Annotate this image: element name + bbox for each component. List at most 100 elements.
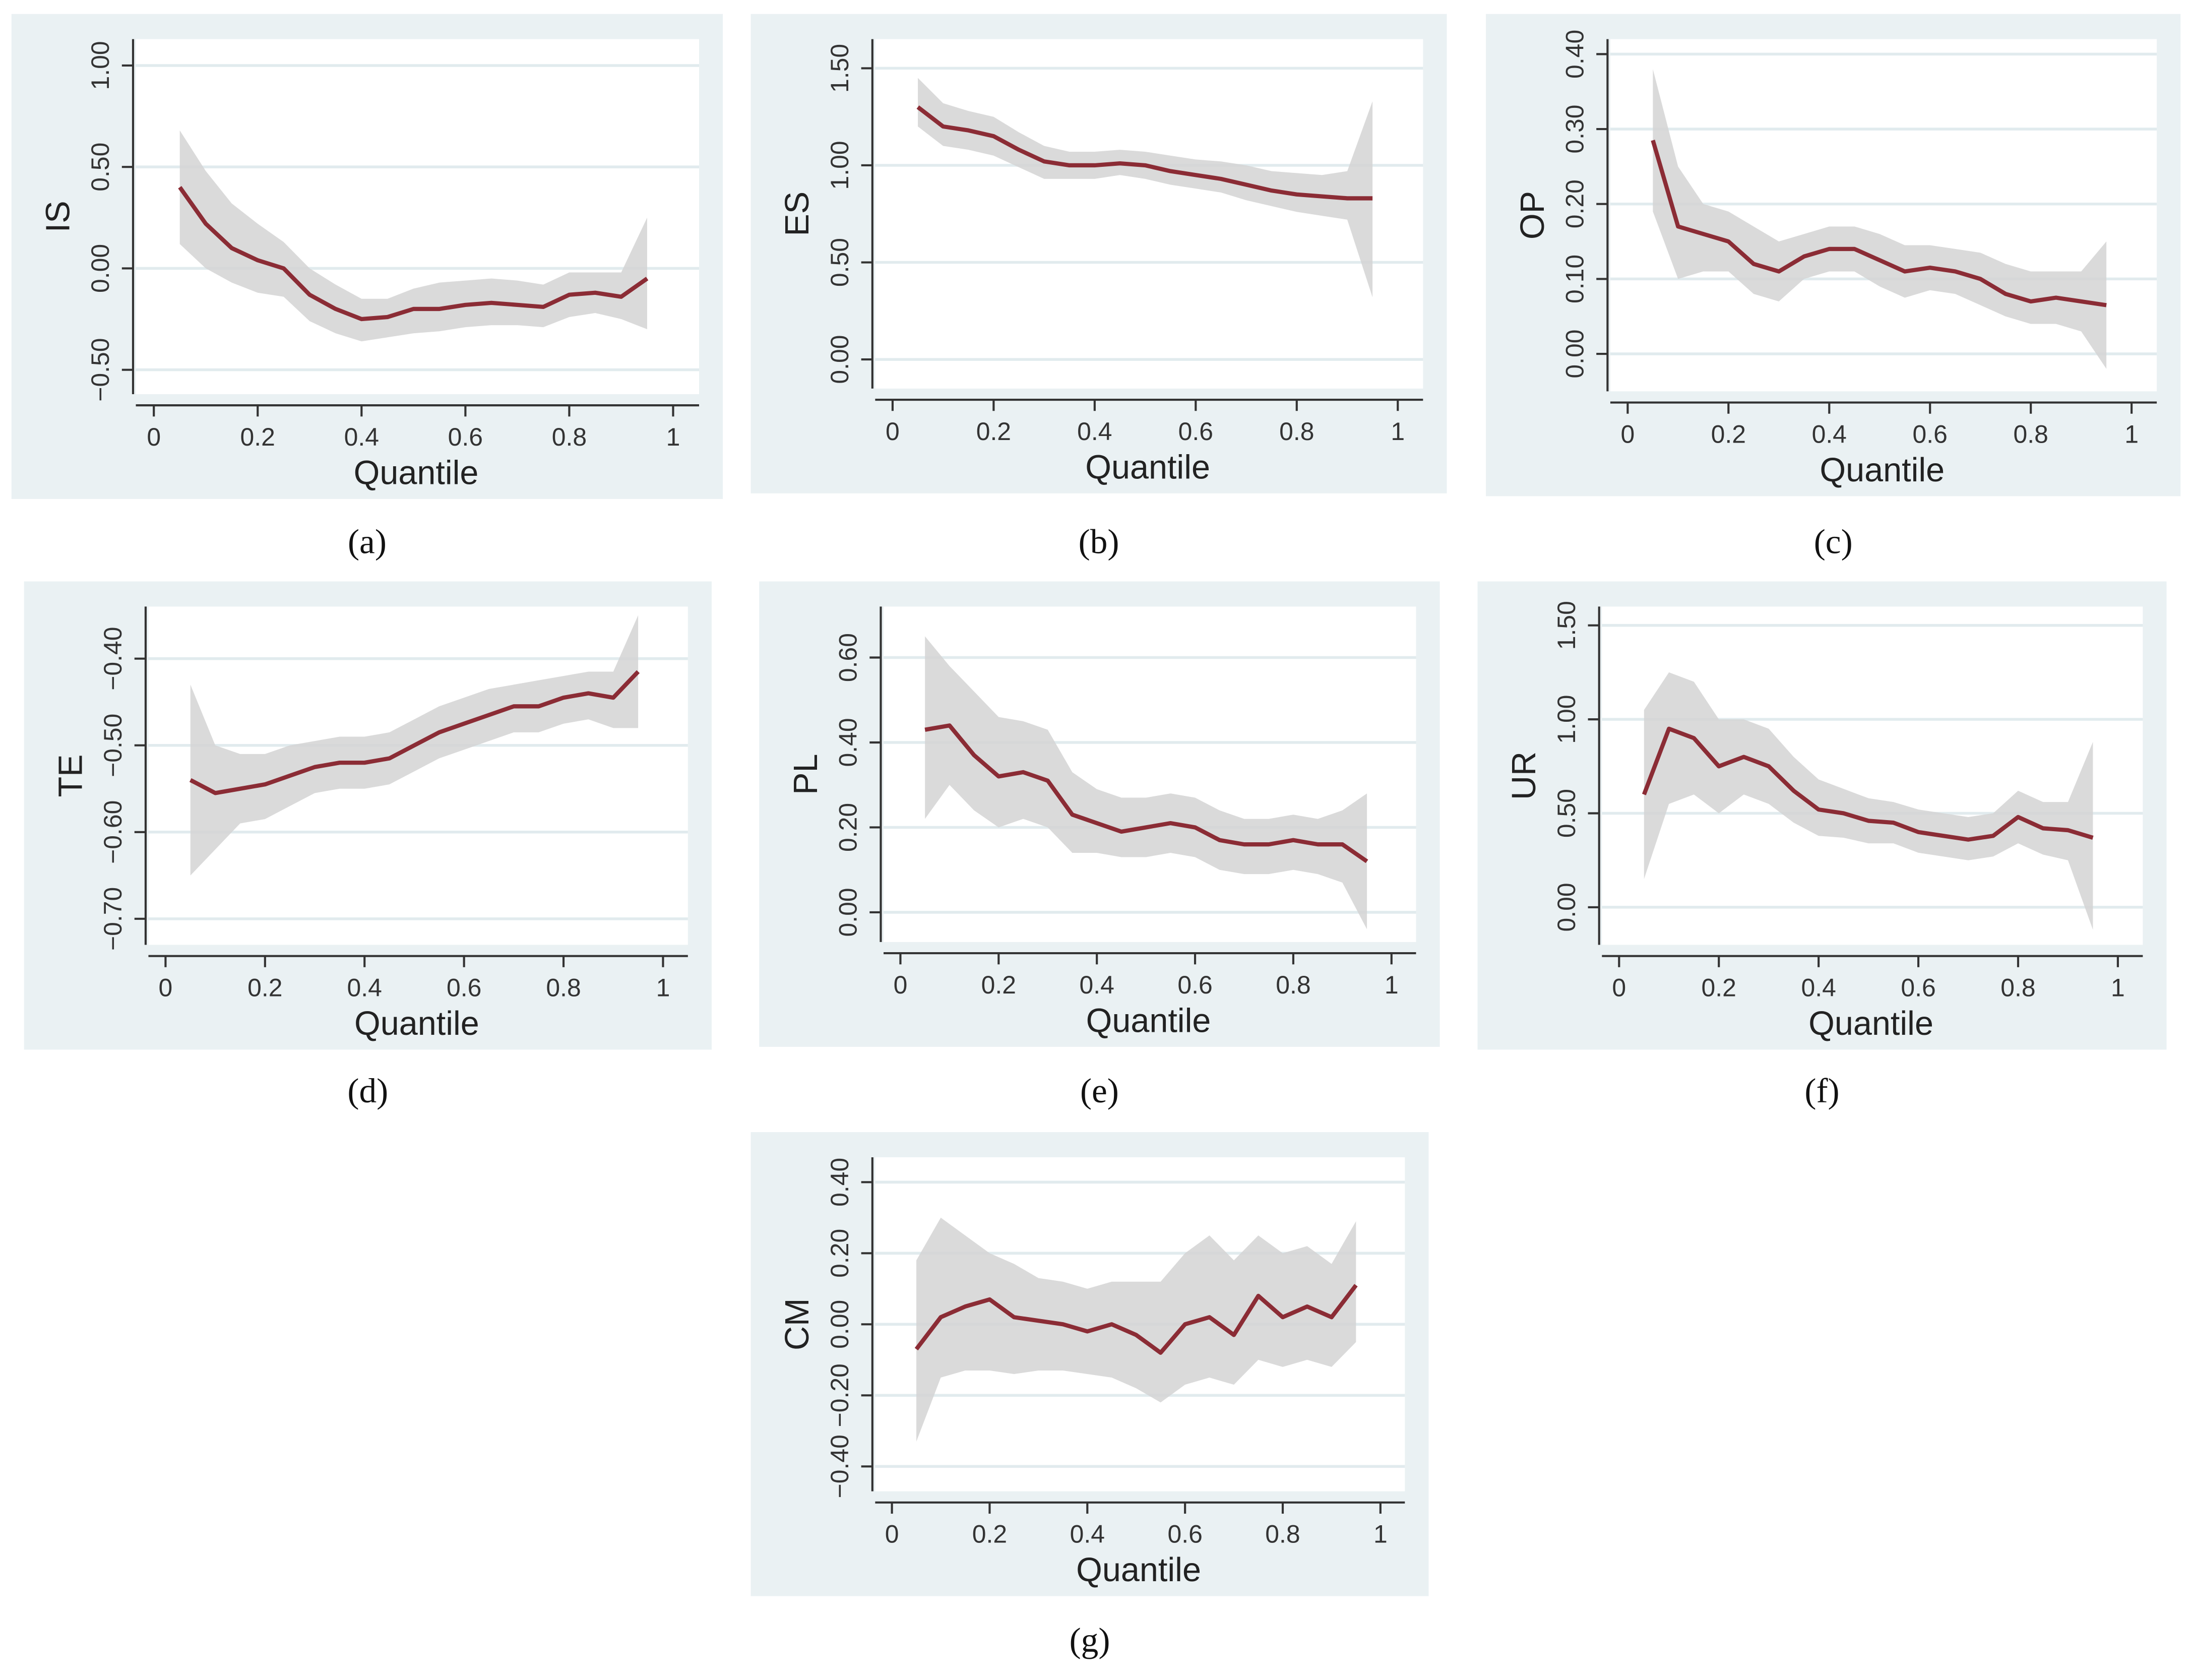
x-tick-label: 0 [1612,973,1626,1002]
y-axis-label: UR [1506,752,1543,800]
x-tick-label: 0.8 [1265,1520,1300,1548]
y-tick-label: 0.00 [834,888,862,937]
y-tick-label: −0.20 [826,1363,854,1427]
confidence-band [179,130,647,342]
x-tick-label: 0.2 [972,1520,1007,1548]
confidence-band [918,78,1373,297]
x-tick-label: 1 [2111,973,2125,1002]
caption: (e) [1080,1071,1119,1110]
y-tick-label: 0.00 [826,335,854,384]
x-tick-label: 0.2 [976,417,1011,446]
y-tick-label: 0.40 [834,718,862,767]
x-tick-label: 0 [886,417,900,446]
x-tick-label: 0.4 [1801,973,1836,1002]
y-tick-label: −0.60 [99,800,127,864]
caption: (a) [348,522,387,561]
x-tick-label: 0.8 [1276,971,1310,999]
y-tick-label: 0.50 [1552,789,1581,838]
y-tick-label: 1.00 [1552,695,1581,744]
x-tick-label: 0.2 [240,423,275,451]
y-tick-label: 0.10 [1561,255,1589,303]
confidence-band [1644,672,2093,930]
x-tick-label: 0.4 [1812,420,1847,448]
x-tick-label: 0.2 [247,973,282,1002]
x-tick-label: 0 [159,973,173,1002]
estimate-line [189,670,640,795]
x-tick-label: 0.2 [1702,973,1736,1002]
y-axis-label: IS [39,201,77,232]
x-tick-label: 1 [1391,417,1405,446]
x-tick-label: 1 [2124,420,2139,448]
y-tick-label: 0.40 [826,1158,854,1207]
x-tick-label: 0.2 [981,971,1016,999]
y-axis-label: TE [52,754,89,797]
x-axis-label: Quantile [354,454,479,491]
y-tick-label: 0.20 [1561,179,1589,228]
x-tick-label: 1 [656,973,670,1002]
x-tick-label: 0.6 [1178,417,1213,446]
y-axis-label: CM [779,1298,816,1350]
x-axis-label: Quantile [1085,449,1210,486]
x-tick-label: 1 [1373,1520,1388,1548]
y-tick-label: 1.00 [826,141,854,190]
y-tick-label: −0.40 [826,1435,854,1498]
x-tick-label: 0.6 [447,973,481,1002]
x-tick-label: 0.4 [344,423,379,451]
estimate-line [178,186,649,322]
y-tick-label: 1.00 [86,41,114,90]
y-tick-label: 0.50 [826,238,854,287]
x-tick-label: 0.4 [347,973,382,1002]
y-tick-label: 0.20 [826,1229,854,1278]
x-tick-label: 0.6 [1913,420,1948,448]
y-tick-label: 0.00 [1561,329,1589,378]
y-tick-label: 1.50 [1552,601,1581,650]
x-tick-label: 0 [885,1520,899,1548]
x-tick-label: 0.6 [1177,971,1212,999]
x-tick-label: 0.2 [1711,420,1746,448]
x-axis-label: Quantile [1820,452,1945,489]
x-tick-label: 1 [666,423,680,451]
x-tick-label: 1 [1385,971,1399,999]
estimate-line [1651,140,2107,307]
y-tick-label: −0.50 [86,338,114,402]
caption: (c) [1814,522,1853,561]
x-tick-label: 0.8 [552,423,587,451]
x-tick-label: 0 [147,423,161,451]
y-axis-label: OP [1514,191,1551,239]
y-tick-label: 0.00 [1552,883,1581,931]
y-axis-label: ES [779,192,816,236]
confidence-band [1653,69,2107,369]
x-tick-label: 0 [894,971,908,999]
y-tick-label: 0.60 [834,633,862,682]
y-axis-label: PL [787,754,825,794]
caption: (f) [1804,1071,1839,1110]
y-tick-label: −0.70 [99,887,127,951]
x-tick-label: 0.6 [1901,973,1935,1002]
caption: (b) [1079,522,1119,561]
x-tick-label: 0.8 [2013,420,2048,448]
caption: (g) [1070,1621,1110,1659]
y-tick-label: 1.50 [826,44,854,93]
y-tick-label: 0.30 [1561,104,1589,153]
x-tick-label: 0.4 [1077,417,1112,446]
y-tick-label: −0.50 [99,714,127,777]
x-tick-label: 0.4 [1070,1520,1105,1548]
confidence-band [925,636,1367,929]
x-tick-label: 0.6 [448,423,483,451]
estimate-line [924,723,1368,863]
x-tick-label: 0.4 [1079,971,1114,999]
y-tick-label: 0.00 [826,1300,854,1349]
x-tick-label: 0.8 [1279,417,1314,446]
estimate-line [914,1284,1358,1355]
confidence-band [916,1217,1356,1442]
y-tick-label: 0.40 [1561,30,1589,79]
estimate-line [1642,726,2094,842]
estimate-line [916,105,1373,201]
x-axis-label: Quantile [1076,1551,1201,1589]
x-axis-label: Quantile [1808,1005,1933,1042]
y-tick-label: 0.00 [86,244,114,293]
x-tick-label: 0.8 [2000,973,2035,1002]
y-tick-label: 0.20 [834,803,862,852]
y-tick-label: 0.50 [86,143,114,192]
